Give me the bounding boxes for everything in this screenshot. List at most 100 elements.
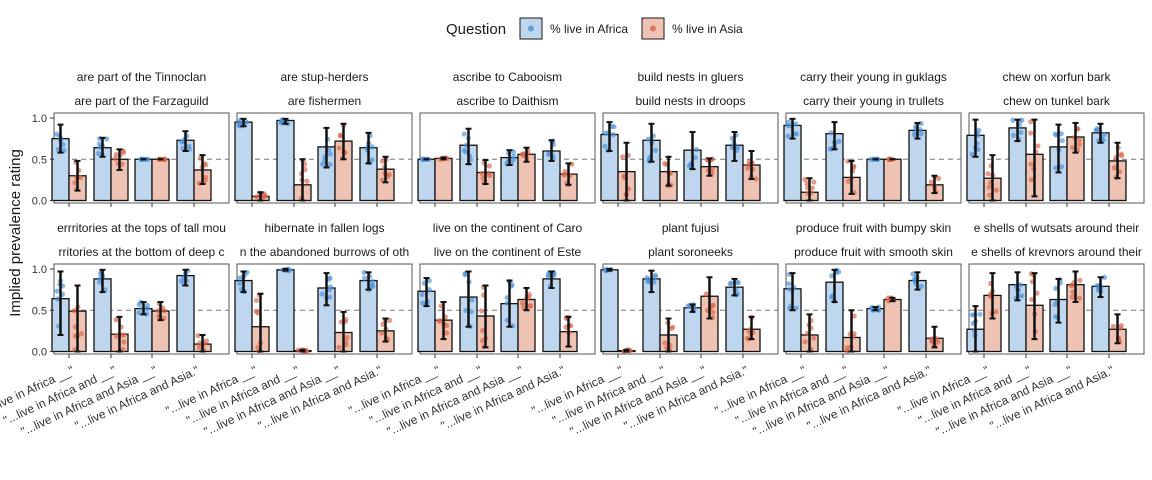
data-point-africa (136, 301, 142, 308)
data-point-africa (55, 296, 61, 302)
data-point-africa (828, 130, 834, 136)
facet-title-bottom: ascribe to Daithism (456, 94, 558, 108)
data-point-asia (620, 154, 626, 160)
data-point-africa (186, 143, 192, 149)
data-point-asia (260, 192, 267, 198)
data-point-asia (526, 291, 533, 298)
bar-africa (866, 158, 885, 202)
data-point-asia (811, 335, 817, 341)
data-point-africa (327, 151, 333, 157)
data-point-asia (521, 151, 527, 157)
facet-title-bottom: plant soroneeks (648, 245, 733, 259)
data-point-africa (977, 311, 983, 317)
data-point-asia (662, 340, 668, 346)
bar-africa (417, 158, 436, 202)
facet-title-top: build nests in gluers (637, 70, 743, 84)
y-tick-label: 0.0 (32, 196, 47, 208)
data-point-africa (1053, 285, 1059, 291)
y-axis-title: Implied prevalence rating (7, 149, 24, 317)
data-point-asia (987, 192, 993, 198)
y-tick-label: 1.0 (32, 264, 47, 276)
bar-africa (600, 269, 619, 353)
facet-title-top: live on the continent of Caro (433, 221, 583, 235)
legend-key-point-1 (650, 25, 656, 32)
facet-panel-7: hibernate in fallen logs n the abandoned … (234, 221, 413, 358)
data-point-asia (845, 158, 851, 164)
data-point-asia (527, 303, 534, 309)
data-point-africa (1101, 131, 1107, 138)
data-point-asia (480, 327, 486, 334)
bar-africa (134, 158, 153, 202)
bar-africa (908, 129, 927, 202)
data-point-africa (1093, 127, 1099, 133)
facet-title-bottom: live on the continent of Este (434, 245, 582, 259)
data-point-asia (993, 309, 999, 315)
data-point-asia (304, 178, 310, 184)
data-point-africa (54, 131, 60, 137)
data-point-africa (918, 283, 924, 289)
facet-title-bottom: rritories at the bottom of deep c (58, 245, 224, 259)
data-point-asia (709, 170, 715, 176)
data-point-africa (786, 281, 792, 287)
facet-title-bottom: are fishermen (288, 94, 361, 108)
data-point-asia (519, 300, 526, 306)
bar-africa (176, 274, 195, 353)
data-point-asia (1069, 294, 1075, 300)
data-point-asia (1028, 161, 1034, 167)
data-point-africa (461, 131, 467, 137)
data-point-asia (1028, 177, 1034, 183)
facet-title-top: carry their young in guklags (800, 70, 947, 84)
data-point-africa (1053, 165, 1059, 171)
data-point-africa (645, 136, 651, 142)
data-point-asia (436, 318, 442, 324)
data-point-africa (237, 280, 243, 286)
legend-label-1: % live in Asia (672, 22, 743, 36)
facet-title-top: produce fruit with bumpy skin (796, 221, 951, 235)
facet-panel-2: ascribe to Cabooism ascribe to Daithism (417, 70, 596, 207)
data-point-africa (369, 282, 375, 289)
data-point-asia (710, 302, 716, 308)
data-point-africa (1058, 131, 1064, 137)
data-point-africa (320, 161, 326, 167)
data-point-asia (203, 162, 209, 168)
data-point-africa (426, 287, 432, 293)
data-point-africa (735, 145, 741, 151)
data-point-asia (1077, 277, 1083, 283)
data-point-africa (426, 278, 432, 284)
facet-panel-3: build nests in gluers build nests in droo… (600, 70, 779, 207)
data-point-africa (327, 284, 334, 290)
data-point-asia (254, 194, 260, 200)
data-point-asia (851, 331, 857, 337)
data-point-asia (255, 310, 261, 316)
data-point-africa (652, 274, 658, 280)
data-point-asia (113, 152, 119, 158)
data-point-asia (804, 180, 810, 187)
facet-title-bottom: are part of the Farzaguild (74, 94, 208, 108)
data-point-asia (203, 338, 210, 344)
facet-title-top: ascribe to Cabooism (453, 70, 562, 84)
data-point-africa (319, 291, 325, 297)
data-point-asia (745, 165, 751, 171)
data-point-africa (178, 278, 185, 284)
facet-panel-8: live on the continent of Caro live on the… (417, 221, 596, 358)
data-point-africa (1010, 132, 1017, 139)
data-point-asia (161, 308, 167, 314)
data-point-asia (811, 179, 817, 185)
data-point-africa (1010, 117, 1016, 123)
facet-title-bottom: n the abandoned burrows of oth (240, 245, 409, 259)
data-point-asia (344, 335, 350, 341)
data-point-asia (121, 339, 127, 345)
facet-panel-11: e shells of wutsats around their e shells… (966, 221, 1145, 358)
data-point-asia (1068, 282, 1074, 289)
bar-asia (883, 158, 902, 202)
y-tick-label: 1.0 (32, 113, 47, 125)
data-point-africa (96, 279, 103, 285)
data-point-asia (71, 308, 77, 314)
data-point-asia (112, 155, 118, 162)
data-point-africa (693, 146, 700, 153)
data-point-asia (1118, 151, 1124, 157)
data-point-africa (1059, 138, 1065, 144)
data-point-asia (113, 317, 119, 323)
data-point-asia (985, 171, 991, 177)
data-point-asia (1028, 130, 1034, 136)
